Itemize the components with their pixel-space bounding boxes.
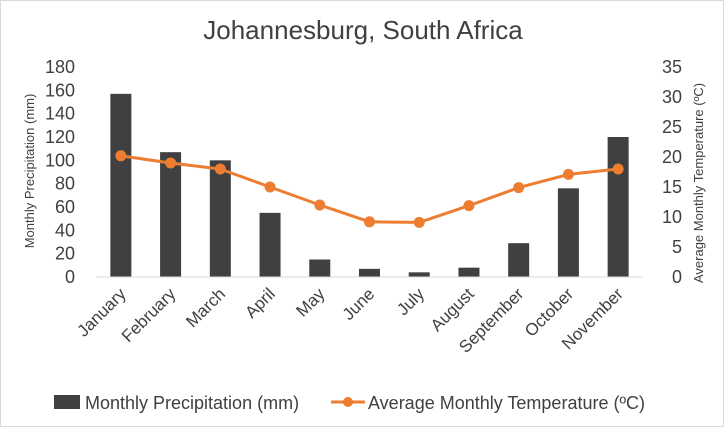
right-tick-label: 25 (662, 117, 682, 137)
left-tick-label: 20 (55, 244, 75, 264)
right-tick-label: 5 (672, 237, 682, 257)
category-label: March (182, 284, 229, 331)
precipitation-bar (458, 267, 480, 277)
temperature-line-series (115, 150, 624, 228)
category-label: April (241, 284, 278, 321)
left-tick-label: 100 (45, 150, 75, 170)
precipitation-bar (408, 272, 430, 277)
right-tick-label: 30 (662, 87, 682, 107)
right-tick-label: 20 (662, 147, 682, 167)
precipitation-bar (557, 188, 579, 277)
temperature-point (165, 157, 177, 169)
left-tick-label: 80 (55, 174, 75, 194)
temperature-point (463, 200, 475, 212)
left-tick-label: 180 (45, 57, 75, 77)
right-tick-label: 35 (662, 57, 682, 77)
category-label: July (393, 284, 428, 319)
precipitation-bar (607, 137, 629, 277)
right-axis-ticks: 0 5 10 15 20 25 30 35 (662, 57, 682, 287)
right-tick-label: 15 (662, 177, 682, 197)
right-tick-label: 10 (662, 207, 682, 227)
left-tick-label: 120 (45, 127, 75, 147)
temperature-point (214, 163, 226, 175)
precipitation-bar (160, 152, 182, 277)
temperature-point (513, 182, 525, 194)
legend-label-temperature: Average Monthly Temperature (ºC) (368, 393, 645, 413)
category-label: February (118, 284, 180, 346)
left-tick-label: 0 (65, 267, 75, 287)
right-axis-title: Average Monthly Temperature (ºC) (691, 83, 706, 283)
temperature-point (612, 163, 624, 175)
precipitation-bar (209, 160, 231, 277)
left-axis-ticks: 0 20 40 60 80 100 120 140 160 180 (45, 57, 75, 287)
right-tick-label: 0 (672, 267, 682, 287)
chart-title: Johannesburg, South Africa (203, 15, 523, 45)
temperature-point (413, 216, 425, 228)
left-axis-title: Monthly Precipitation (mm) (22, 94, 37, 249)
category-label: June (339, 284, 379, 324)
legend: Monthly Precipitation (mm) Average Month… (54, 393, 645, 413)
temperature-point (115, 150, 127, 162)
left-tick-label: 160 (45, 80, 75, 100)
temperature-line (120, 154, 619, 224)
legend-swatch-temperature-marker (343, 397, 353, 407)
precipitation-bar (359, 268, 380, 277)
precipitation-bar (309, 259, 331, 277)
left-tick-label: 40 (55, 220, 75, 240)
left-tick-label: 140 (45, 104, 75, 124)
temperature-point (562, 168, 574, 180)
legend-label-precipitation: Monthly Precipitation (mm) (85, 393, 299, 413)
precipitation-bar (110, 93, 132, 277)
precipitation-bar (259, 212, 281, 277)
category-label: May (292, 284, 328, 320)
precipitation-bar (508, 243, 530, 277)
legend-swatch-precipitation (54, 395, 80, 409)
temperature-point (264, 181, 276, 193)
left-tick-label: 60 (55, 197, 75, 217)
temperature-point (314, 199, 326, 211)
temperature-point (364, 216, 375, 228)
precipitation-bars (110, 93, 629, 277)
